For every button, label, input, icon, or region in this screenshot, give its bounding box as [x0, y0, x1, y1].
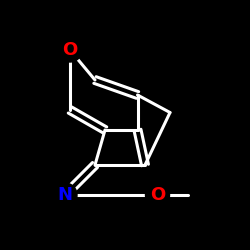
Text: N: N: [58, 186, 72, 204]
Circle shape: [53, 183, 77, 207]
Text: O: O: [150, 186, 165, 204]
Text: O: O: [62, 41, 78, 59]
Circle shape: [146, 183, 170, 207]
Circle shape: [58, 38, 82, 62]
